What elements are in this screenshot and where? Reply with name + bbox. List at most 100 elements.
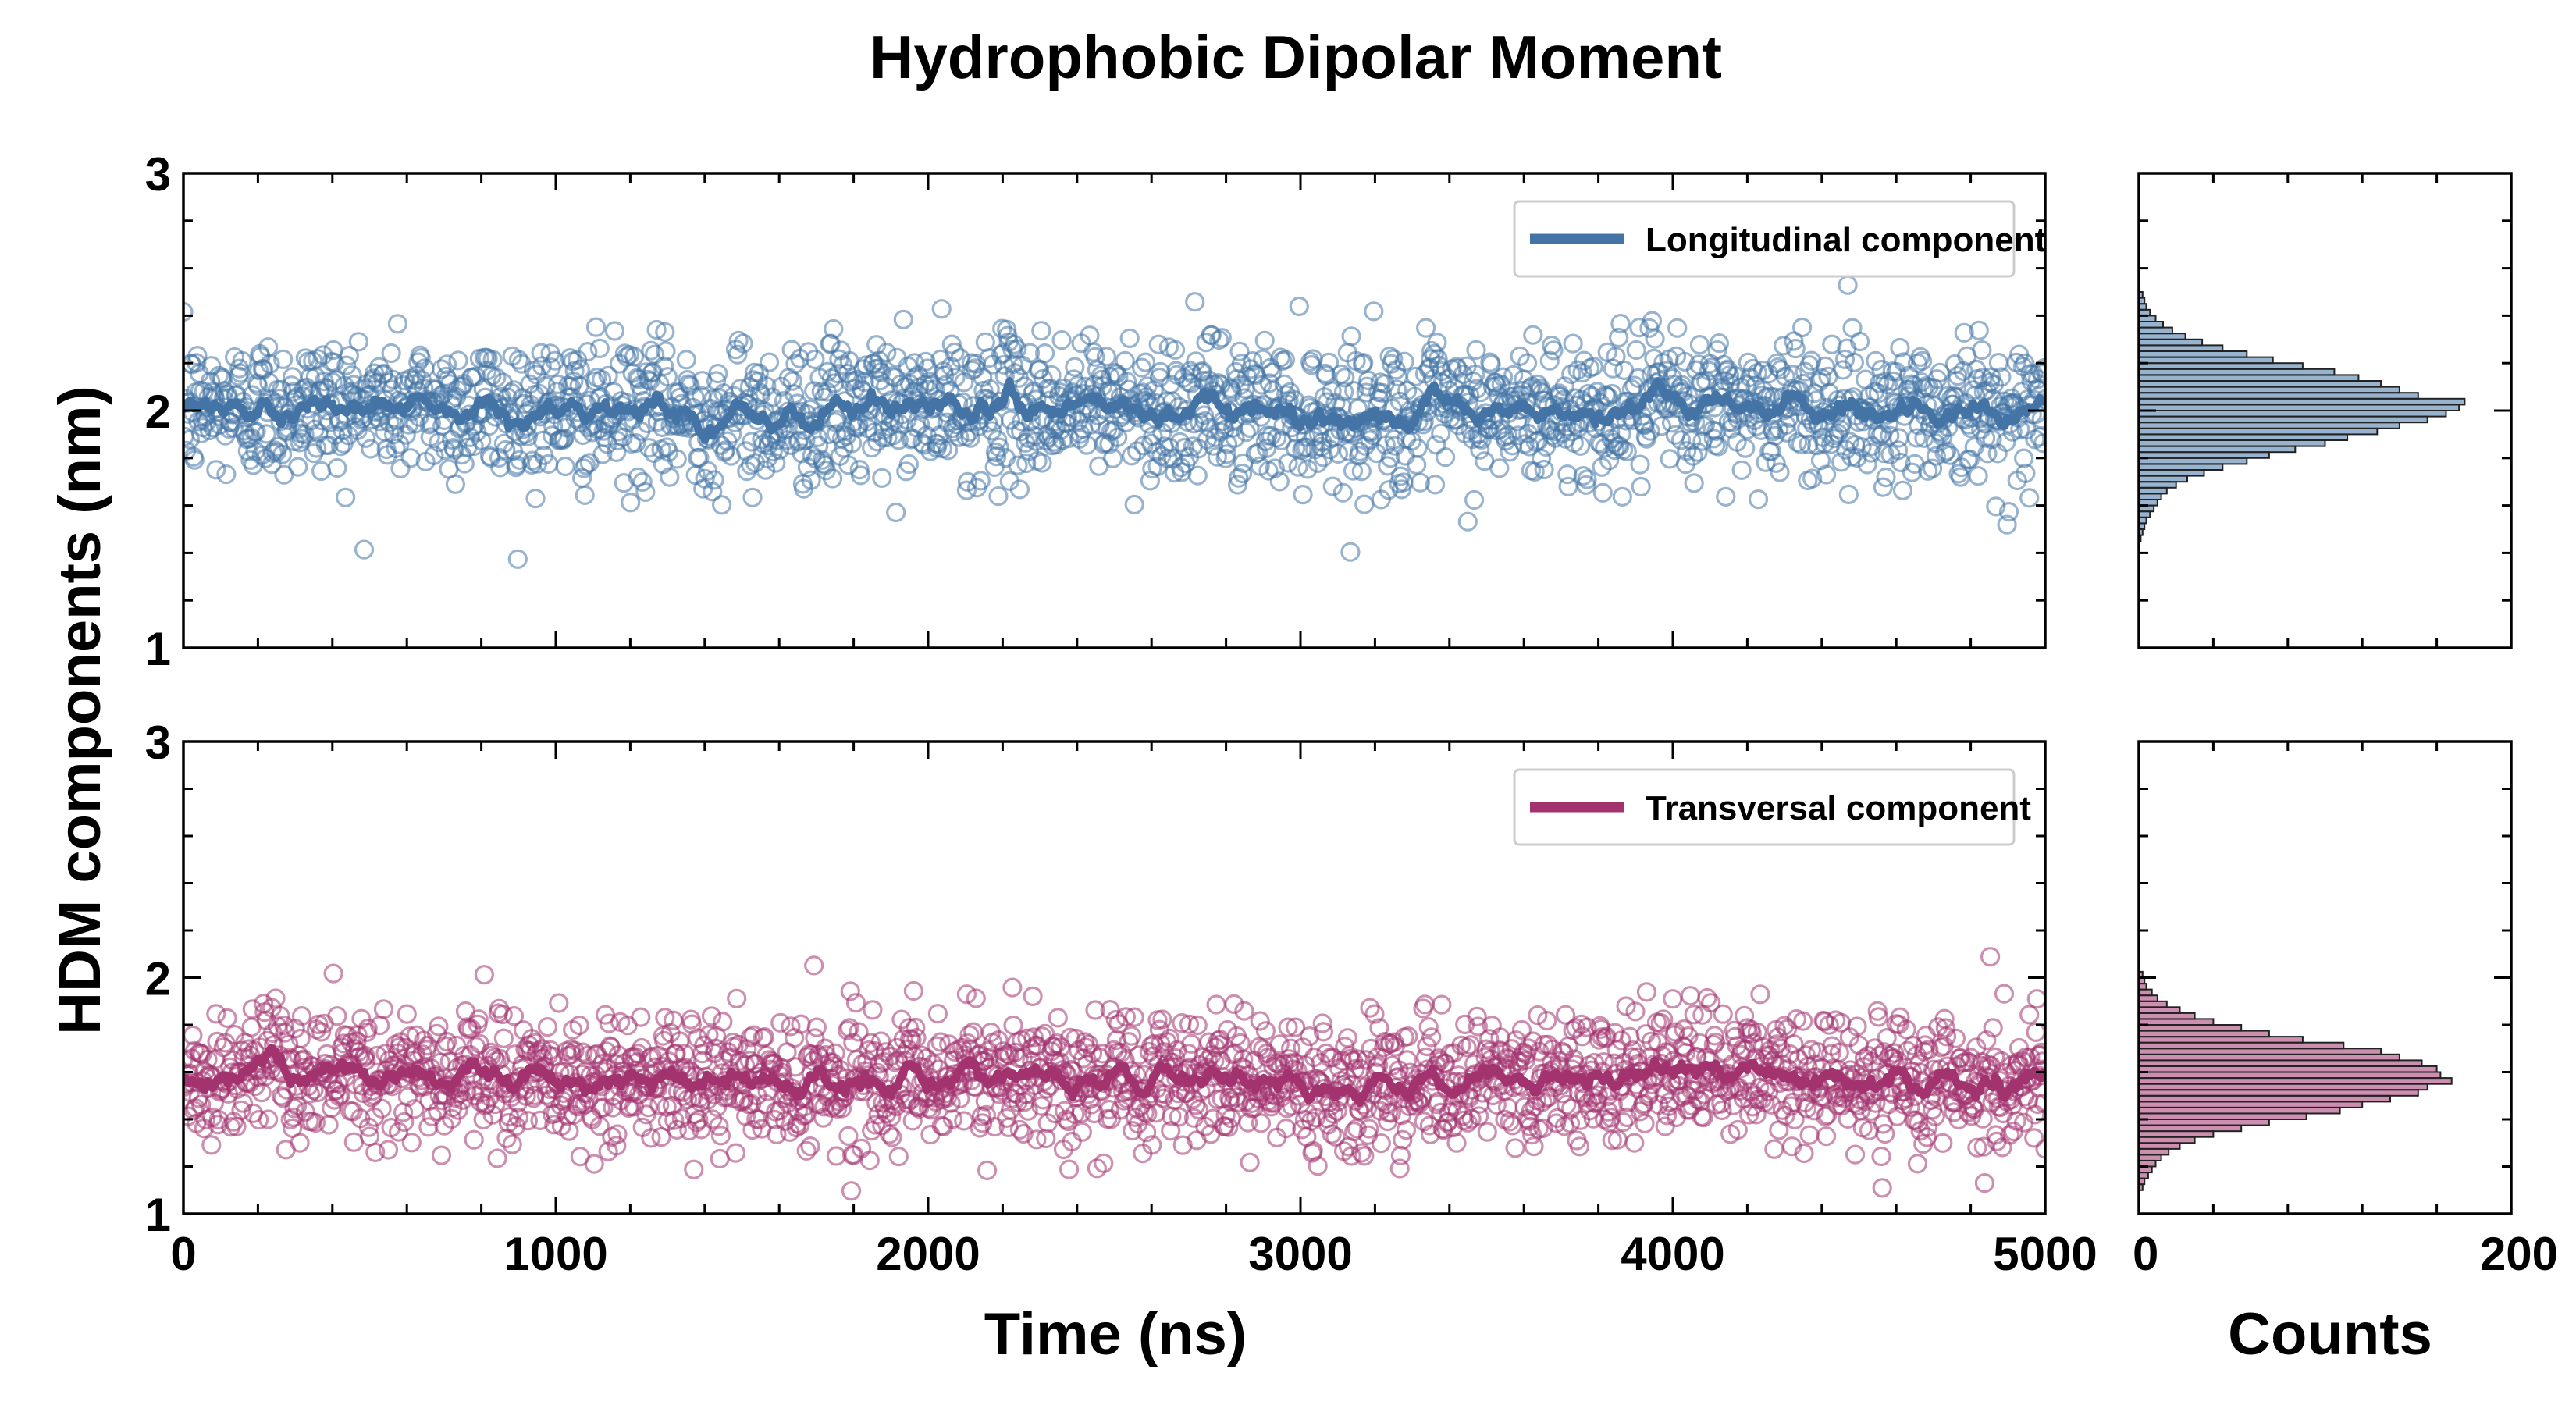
histogram-bar bbox=[2138, 404, 2460, 412]
scatter-point bbox=[809, 436, 829, 456]
scatter-point bbox=[766, 453, 786, 473]
scatter-point bbox=[482, 350, 503, 370]
figure-title: Hydrophobic Dipolar Moment bbox=[870, 23, 1722, 91]
scatter-point bbox=[824, 318, 844, 340]
scatter-point bbox=[1558, 476, 1578, 496]
histogram-bar bbox=[2138, 362, 2304, 370]
scatter-point bbox=[273, 349, 294, 369]
scatter-point bbox=[893, 309, 913, 329]
scatter-point bbox=[589, 338, 610, 358]
scatter-point bbox=[655, 322, 675, 342]
scatter-point bbox=[411, 348, 431, 368]
scatter-point bbox=[1009, 1119, 1030, 1140]
x-axis-label-counts: Counts bbox=[2228, 1301, 2432, 1368]
scatter-point bbox=[1716, 486, 1736, 507]
scatter-point bbox=[910, 414, 930, 435]
scatter-point bbox=[184, 450, 205, 470]
scatter-point bbox=[703, 482, 723, 502]
histogram-bar bbox=[2138, 392, 2419, 400]
scatter-point bbox=[336, 487, 356, 507]
scatter-point bbox=[1612, 486, 1632, 507]
histogram-bar bbox=[2138, 397, 2466, 406]
histogram-bar bbox=[2138, 445, 2297, 454]
scatter-point bbox=[1748, 489, 1769, 510]
scatter-point bbox=[1872, 1178, 1892, 1198]
scatter-point bbox=[474, 965, 495, 985]
histogram-bar bbox=[2138, 1048, 2382, 1055]
scatter-point bbox=[216, 464, 237, 485]
scatter-point bbox=[1907, 1154, 1928, 1174]
scatter-point bbox=[400, 448, 421, 468]
scatter-point bbox=[1689, 335, 1710, 355]
scatter-point bbox=[336, 355, 357, 375]
histogram-bar bbox=[2138, 356, 2274, 365]
scatter-point bbox=[1972, 340, 1992, 361]
scatter-point bbox=[1466, 340, 1486, 360]
scatter-point bbox=[584, 1154, 604, 1174]
scatter-point bbox=[1446, 1133, 1467, 1153]
scatter-point bbox=[436, 354, 457, 375]
histogram-bar bbox=[2138, 1112, 2307, 1121]
scatter-point bbox=[246, 422, 266, 442]
scatter-point bbox=[635, 482, 656, 503]
scatter-point bbox=[254, 359, 274, 379]
scatter-point bbox=[1016, 453, 1037, 474]
histogram-bar bbox=[2138, 1154, 2162, 1162]
scatter-point bbox=[1240, 1152, 1260, 1172]
scatter-point bbox=[1390, 1145, 1411, 1166]
scatter-point bbox=[262, 454, 282, 475]
scatter-point bbox=[1660, 449, 1680, 469]
scatter-point bbox=[756, 376, 777, 397]
scatter-point bbox=[1680, 986, 1700, 1006]
histogram-bar bbox=[2138, 1071, 2442, 1080]
scatter-point bbox=[555, 456, 575, 477]
scatter-point bbox=[1364, 301, 1384, 322]
scatter-point bbox=[575, 485, 595, 506]
scatter-point bbox=[1185, 292, 1205, 312]
histogram-bar bbox=[2138, 410, 2447, 418]
scatter-point bbox=[804, 955, 824, 976]
scatter-point bbox=[1165, 340, 1186, 360]
histogram-bar bbox=[2138, 1172, 2149, 1179]
histogram-bar bbox=[2138, 439, 2326, 447]
histogram-bar bbox=[2138, 1142, 2181, 1150]
scatter-point bbox=[898, 454, 920, 475]
scatter-point bbox=[327, 1006, 347, 1026]
scatter-point bbox=[841, 1181, 862, 1201]
histogram-bar bbox=[2138, 350, 2248, 358]
transversal-histogram-panel: 0 200 bbox=[2133, 740, 2558, 1280]
scatter-point bbox=[1845, 1144, 1866, 1165]
histogram-bars bbox=[2138, 970, 2453, 1191]
scatter-point bbox=[656, 341, 676, 361]
scatter-point bbox=[715, 440, 736, 461]
scatter-point bbox=[2024, 1128, 2044, 1148]
scatter-point bbox=[487, 1148, 507, 1168]
scatter-point bbox=[496, 439, 516, 461]
scatter-point bbox=[708, 364, 728, 384]
scatter-point bbox=[373, 999, 394, 1019]
scatter-point bbox=[859, 1150, 880, 1171]
scatter-point bbox=[464, 1129, 484, 1150]
scatter-point bbox=[1489, 458, 1510, 478]
scatter-point bbox=[327, 457, 347, 478]
scatter-point bbox=[578, 342, 598, 362]
scatter-point bbox=[1415, 318, 1436, 338]
scatter-point bbox=[1505, 1138, 1525, 1158]
scatter-point bbox=[704, 470, 724, 490]
scatter-point bbox=[954, 1111, 974, 1131]
scatter-point bbox=[1119, 328, 1140, 348]
scatter-point bbox=[759, 352, 780, 372]
scatter-point bbox=[1876, 467, 1896, 488]
scatter-point bbox=[318, 1115, 339, 1135]
histogram-bar bbox=[2138, 1124, 2243, 1133]
scatter-point bbox=[791, 1014, 811, 1034]
scatter-point bbox=[206, 460, 226, 480]
histogram-bar bbox=[2138, 1000, 2168, 1008]
scatter-point bbox=[381, 343, 401, 364]
scatter-point bbox=[1023, 986, 1043, 1007]
scatter-point bbox=[680, 375, 700, 396]
scatter-point bbox=[904, 353, 925, 373]
scatter-point bbox=[888, 1146, 909, 1167]
scatter-point bbox=[980, 379, 1000, 399]
